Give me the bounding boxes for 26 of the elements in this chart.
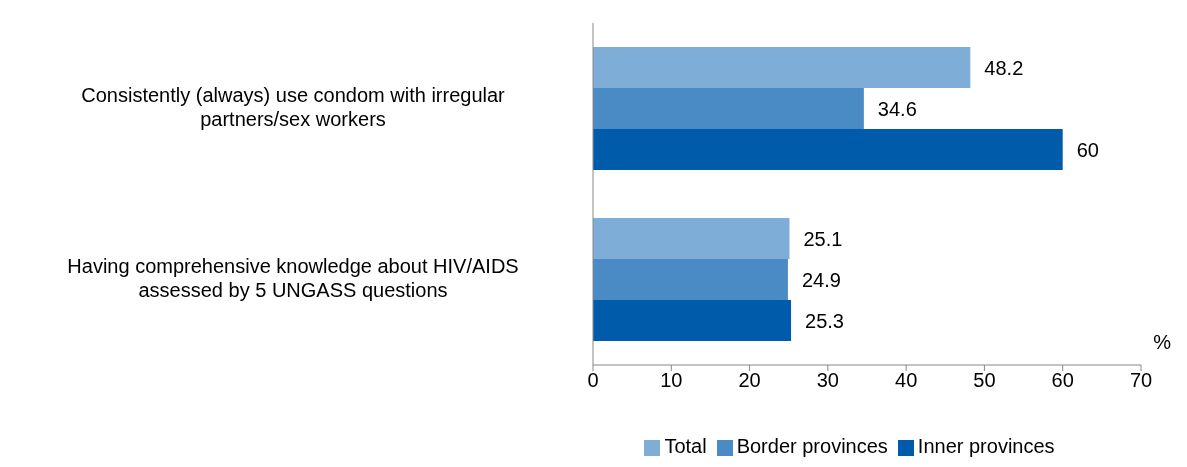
data-label: 25.1 <box>803 227 843 250</box>
legend-label: Border provinces <box>736 435 888 457</box>
x-tick-label: 10 <box>660 369 683 392</box>
x-tick-label: 30 <box>816 369 839 392</box>
x-tick-label: 0 <box>587 369 599 392</box>
data-label: 48.2 <box>984 56 1024 79</box>
legend-label: Inner provinces <box>917 435 1055 457</box>
bar <box>593 46 971 88</box>
bar <box>593 217 790 259</box>
x-tick-label: 60 <box>1051 369 1074 392</box>
y-tick-label: Consistently (always) use condom with irregular partners/sex workers <box>81 83 506 130</box>
bar <box>593 87 864 129</box>
x-tick-label: 20 <box>738 369 761 392</box>
data-label: 24.9 <box>801 268 841 291</box>
y-tick-label: Having comprehensive knowledge about HIV/AIDS assessed by 5 UNGASS questions <box>67 254 519 301</box>
data-label: 34.6 <box>877 97 917 120</box>
x-tick-label: 70 <box>1129 369 1153 392</box>
bar <box>593 128 1063 170</box>
bar <box>593 258 788 300</box>
x-axis-title: % <box>1153 331 1172 354</box>
data-label: 60 <box>1076 138 1099 161</box>
bar <box>593 299 792 341</box>
x-tick-label: 40 <box>895 369 918 392</box>
data-label: 25.3 <box>805 309 844 332</box>
legend-label: Total <box>664 435 707 457</box>
x-tick-label: 50 <box>973 369 996 392</box>
